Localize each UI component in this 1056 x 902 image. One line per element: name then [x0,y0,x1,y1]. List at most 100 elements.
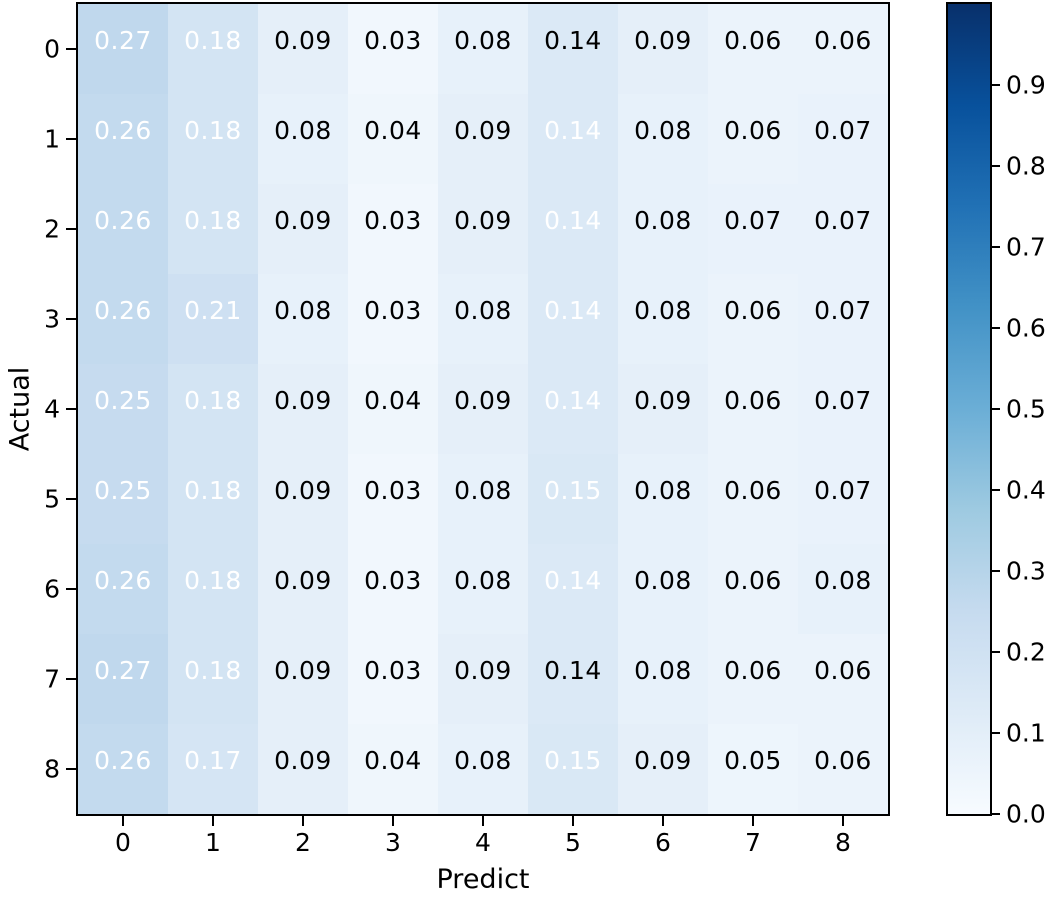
heatmap-cell: 0.06 [708,94,798,184]
cell-annotation: 0.09 [634,385,692,415]
cell-annotation: 0.14 [544,385,602,415]
cell-annotation: 0.08 [274,295,332,325]
heatmap-cell: 0.26 [78,724,168,814]
colorbar-tick-label: 0.5 [1006,394,1046,424]
cell-annotation: 0.06 [724,655,782,685]
cell-annotation: 0.18 [184,25,242,55]
heatmap-cell: 0.09 [438,634,528,724]
cell-annotation: 0.07 [814,295,872,325]
heatmap-cell: 0.14 [528,274,618,364]
cell-annotation: 0.14 [544,295,602,325]
heatmap-cell: 0.14 [528,94,618,184]
cell-annotation: 0.08 [634,475,692,505]
heatmap-cell: 0.15 [528,724,618,814]
cell-annotation: 0.06 [814,25,872,55]
x-tick-mark [392,816,394,826]
heatmap-cell: 0.08 [798,544,888,634]
cell-annotation: 0.05 [724,745,782,775]
heatmap-cell: 0.08 [618,274,708,364]
heatmap-cell: 0.09 [258,544,348,634]
x-axis-label: Predict [436,864,530,895]
cell-annotation: 0.06 [814,745,872,775]
heatmap-cell: 0.08 [438,724,528,814]
cell-annotation: 0.03 [364,25,422,55]
x-tick-label: 2 [295,828,311,857]
y-tick-mark [66,228,76,230]
cell-annotation: 0.17 [184,745,242,775]
cell-annotation: 0.14 [544,565,602,595]
heatmap-cell: 0.08 [618,454,708,544]
heatmap-cell: 0.07 [798,184,888,274]
cell-annotation: 0.15 [544,745,602,775]
cell-annotation: 0.09 [274,25,332,55]
cell-annotation: 0.06 [724,385,782,415]
heatmap-grid: 0.27 0.18 0.09 0.03 0.08 0.14 0.09 0.06 0.06 0.26… [78,4,888,814]
heatmap-cell: 0.07 [798,94,888,184]
heatmap-cell: 0.18 [168,454,258,544]
cell-annotation: 0.06 [724,25,782,55]
y-tick-mark [66,138,76,140]
y-tick-mark [66,678,76,680]
heatmap-cell: 0.09 [258,4,348,94]
colorbar-tick-mark [992,732,1000,734]
heatmap-cell: 0.06 [798,724,888,814]
x-tick-mark [212,816,214,826]
colorbar-tick-label: 0.3 [1006,556,1046,586]
colorbar [946,2,992,816]
heatmap-cell: 0.07 [798,454,888,544]
cell-annotation: 0.26 [94,205,152,235]
heatmap-cell: 0.27 [78,634,168,724]
heatmap-cell: 0.14 [528,4,618,94]
colorbar-tick-mark [992,570,1000,572]
heatmap-cell: 0.09 [258,634,348,724]
colorbar-tick-label: 0.0 [1006,799,1046,829]
cell-annotation: 0.18 [184,115,242,145]
heatmap-cell: 0.03 [348,184,438,274]
heatmap-cell: 0.15 [528,454,618,544]
heatmap-cell: 0.09 [438,364,528,454]
y-tick-mark [66,768,76,770]
heatmap-cell: 0.09 [438,184,528,274]
colorbar-tick-mark [992,489,1000,491]
heatmap-cell: 0.07 [708,184,798,274]
cell-annotation: 0.18 [184,385,242,415]
heatmap-cell: 0.26 [78,184,168,274]
cell-annotation: 0.08 [634,115,692,145]
cell-annotation: 0.07 [814,205,872,235]
cell-annotation: 0.14 [544,655,602,685]
y-tick-label: 5 [44,484,60,514]
y-tick-mark [66,498,76,500]
cell-annotation: 0.27 [94,655,152,685]
heatmap-cell: 0.25 [78,454,168,544]
x-tick-label: 0 [115,828,131,857]
heatmap-cell: 0.06 [798,634,888,724]
heatmap-cell: 0.08 [618,94,708,184]
cell-annotation: 0.03 [364,655,422,685]
heatmap-cell: 0.26 [78,94,168,184]
heatmap-cell: 0.06 [708,274,798,364]
heatmap-cell: 0.09 [618,4,708,94]
cell-annotation: 0.09 [454,655,512,685]
colorbar-tick-mark [992,246,1000,248]
colorbar-tick-label: 0.8 [1006,151,1046,181]
y-tick-mark [66,588,76,590]
cell-annotation: 0.21 [184,295,242,325]
cell-annotation: 0.07 [814,385,872,415]
cell-annotation: 0.18 [184,655,242,685]
heatmap-cell: 0.09 [618,724,708,814]
cell-annotation: 0.18 [184,205,242,235]
heatmap-cell: 0.17 [168,724,258,814]
cell-annotation: 0.18 [184,565,242,595]
cell-annotation: 0.08 [274,115,332,145]
cell-annotation: 0.03 [364,295,422,325]
cell-annotation: 0.04 [364,115,422,145]
heatmap-cell: 0.03 [348,544,438,634]
heatmap-cell: 0.27 [78,4,168,94]
y-tick-label: 0 [44,34,60,64]
heatmap-cell: 0.18 [168,634,258,724]
heatmap-cell: 0.06 [708,454,798,544]
y-tick-label: 4 [44,394,60,424]
heatmap-cell: 0.18 [168,94,258,184]
heatmap-plot-area: 0.27 0.18 0.09 0.03 0.08 0.14 0.09 0.06 0.06 0.26… [76,2,890,816]
